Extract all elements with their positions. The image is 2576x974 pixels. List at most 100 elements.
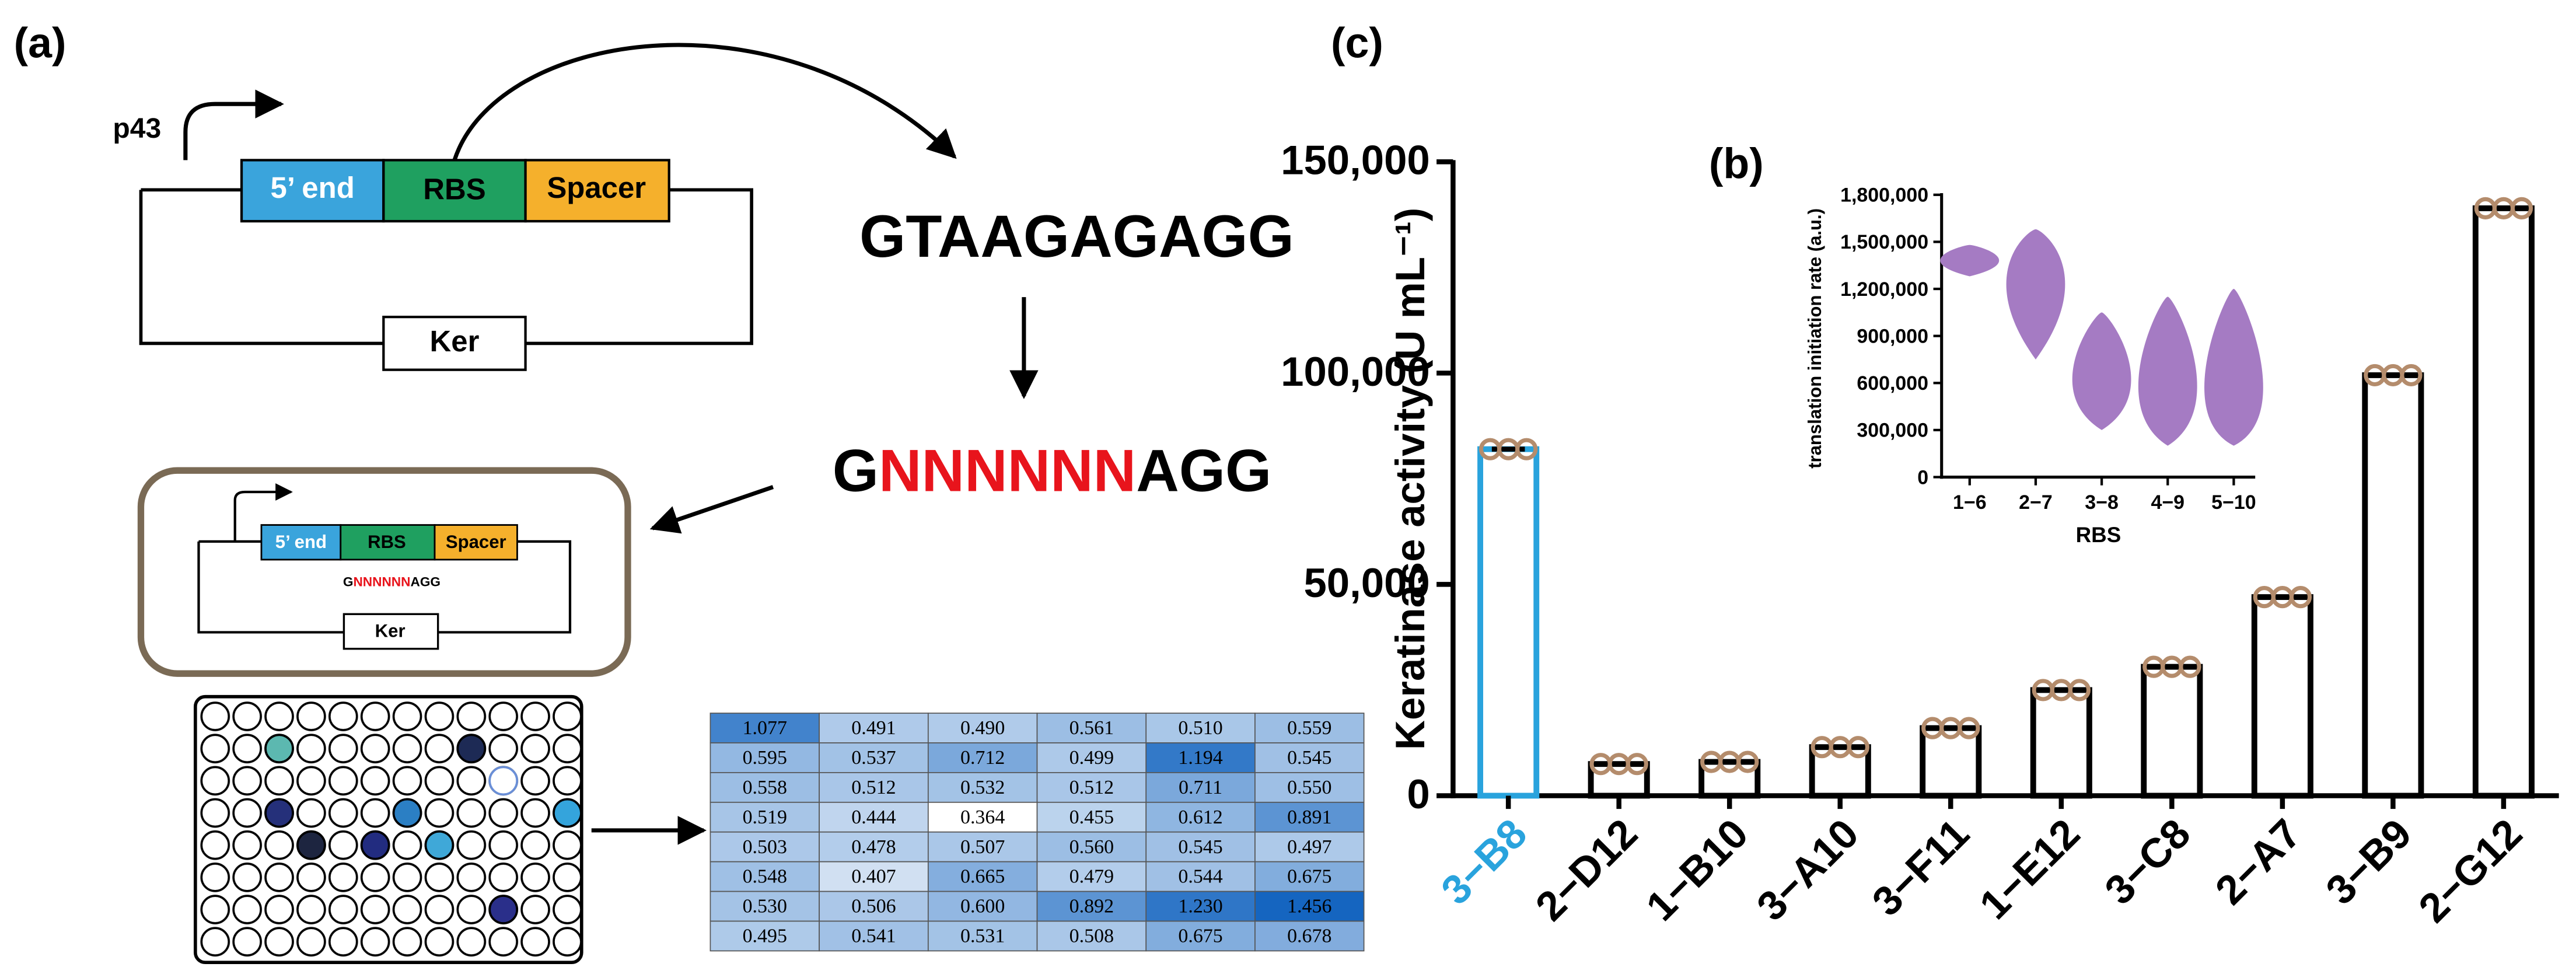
y-tick-label: 50,000 xyxy=(1303,560,1429,606)
table-value: 0.519 xyxy=(743,807,787,828)
x-tick-label: 1−B10 xyxy=(1637,810,1757,930)
table-value: 0.560 xyxy=(1069,836,1114,858)
part-label: 5’ end xyxy=(271,171,355,204)
y-axis-label: translation initiation rate (a.u.) xyxy=(1805,208,1825,469)
bar xyxy=(2030,687,2092,799)
well-plate xyxy=(193,694,583,965)
x-tick-label: 2−A7 xyxy=(2207,810,2310,913)
data-point xyxy=(2068,679,2091,701)
table-value: 1.456 xyxy=(1287,896,1331,917)
panel-label: (c) xyxy=(1331,19,1383,67)
table-value: 0.675 xyxy=(1287,866,1331,888)
promoter-label: p43 xyxy=(113,113,161,144)
table-value: 0.512 xyxy=(1069,777,1114,798)
table-value: 0.444 xyxy=(851,807,896,828)
table-value: 0.712 xyxy=(960,747,1005,769)
data-point xyxy=(1626,753,1648,776)
part-label: RBS xyxy=(368,532,406,552)
table-value: 0.497 xyxy=(1287,836,1331,858)
table-cell xyxy=(927,772,1038,803)
x-tick-label: 2−7 xyxy=(2019,491,2053,514)
x-tick-label: 3−B9 xyxy=(2317,810,2420,913)
violin xyxy=(2138,296,2197,446)
part-label: Ker xyxy=(430,324,480,358)
table-value: 0.407 xyxy=(851,866,896,888)
charts: 0 50,000 100,000 150,000 Keratinase activity… xyxy=(1281,137,2559,931)
table-value: 0.491 xyxy=(851,717,896,739)
table-cell xyxy=(927,861,1038,892)
table-value: 0.364 xyxy=(960,807,1005,828)
table-cell xyxy=(819,831,929,863)
table-cell xyxy=(927,831,1038,863)
table-cell xyxy=(709,861,820,892)
table-value: 1.194 xyxy=(1178,747,1222,769)
library-construct: 5’ end RBS Spacer GNNNNNNAGG Ker xyxy=(137,467,631,677)
y-tick-label: 600,000 xyxy=(1857,372,1928,395)
y-tick-label: 300,000 xyxy=(1857,420,1928,442)
table-cell xyxy=(1254,801,1365,833)
table-value: 0.531 xyxy=(960,926,1005,947)
x-tick-label: 3−B8 xyxy=(1432,810,1536,913)
table-value: 1.077 xyxy=(743,717,787,739)
sequence: GTAAGAGAGG xyxy=(859,203,1294,270)
data-point xyxy=(2510,197,2533,219)
table-value: 0.479 xyxy=(1069,866,1114,888)
table-cell xyxy=(927,713,1038,743)
part-label: Spacer xyxy=(547,171,646,204)
table-value: 0.544 xyxy=(1178,866,1222,888)
table-cell xyxy=(927,742,1038,773)
table-cell xyxy=(819,772,929,803)
table-cell xyxy=(1145,742,1256,773)
table-cell xyxy=(819,742,929,773)
table-cell xyxy=(1036,920,1147,952)
table-value: 0.612 xyxy=(1178,807,1222,828)
x-tick-label: 3−A10 xyxy=(1748,810,1868,930)
data-point xyxy=(2400,364,2423,387)
table-value: 0.891 xyxy=(1287,807,1331,828)
bar xyxy=(2251,594,2313,799)
x-tick-label: 1−6 xyxy=(1953,491,1987,514)
table-value: 0.545 xyxy=(1178,836,1222,858)
table-cell xyxy=(927,891,1038,922)
x-tick-label: 3−8 xyxy=(2085,491,2119,514)
table-cell xyxy=(1145,861,1256,892)
table-cell xyxy=(1145,920,1256,952)
table-cell xyxy=(819,920,929,952)
table-cell xyxy=(709,742,820,773)
table-cell xyxy=(709,772,820,803)
table-cell xyxy=(1145,831,1256,863)
violin xyxy=(1940,245,2000,277)
table-value: 0.559 xyxy=(1287,717,1331,739)
table-cell xyxy=(709,920,820,952)
table-value: 0.510 xyxy=(1178,717,1222,739)
table-value: 0.512 xyxy=(851,777,896,798)
table-value: 0.506 xyxy=(851,896,896,917)
table-value: 0.548 xyxy=(743,866,787,888)
table-value: 0.541 xyxy=(851,926,896,947)
table-value: 0.545 xyxy=(1287,747,1331,769)
y-tick-label: 150,000 xyxy=(1281,137,1430,183)
table-cell xyxy=(1145,891,1256,922)
data-point xyxy=(2179,655,2201,678)
table-value: 0.532 xyxy=(960,777,1005,798)
x-tick-label: 3−C8 xyxy=(2096,810,2199,913)
table-value: 0.892 xyxy=(1069,896,1114,917)
table-cell xyxy=(927,801,1038,833)
table-cell xyxy=(1254,920,1365,952)
table-value: 1.230 xyxy=(1178,896,1222,917)
table-value: 0.678 xyxy=(1287,926,1331,947)
violin xyxy=(2204,289,2263,446)
table-value: 0.507 xyxy=(960,836,1005,858)
table-cell xyxy=(1254,713,1365,743)
bar xyxy=(1477,446,1540,799)
arrow xyxy=(649,485,774,534)
part-label: RBS xyxy=(423,173,485,206)
table-cell xyxy=(1254,891,1365,922)
table-value: 0.503 xyxy=(743,836,787,858)
x-axis-label: RBS xyxy=(2076,523,2121,547)
table-value: 0.455 xyxy=(1069,807,1114,828)
table-value: 0.490 xyxy=(960,717,1005,739)
data-point xyxy=(1515,438,1538,460)
data-point xyxy=(1847,736,1869,759)
